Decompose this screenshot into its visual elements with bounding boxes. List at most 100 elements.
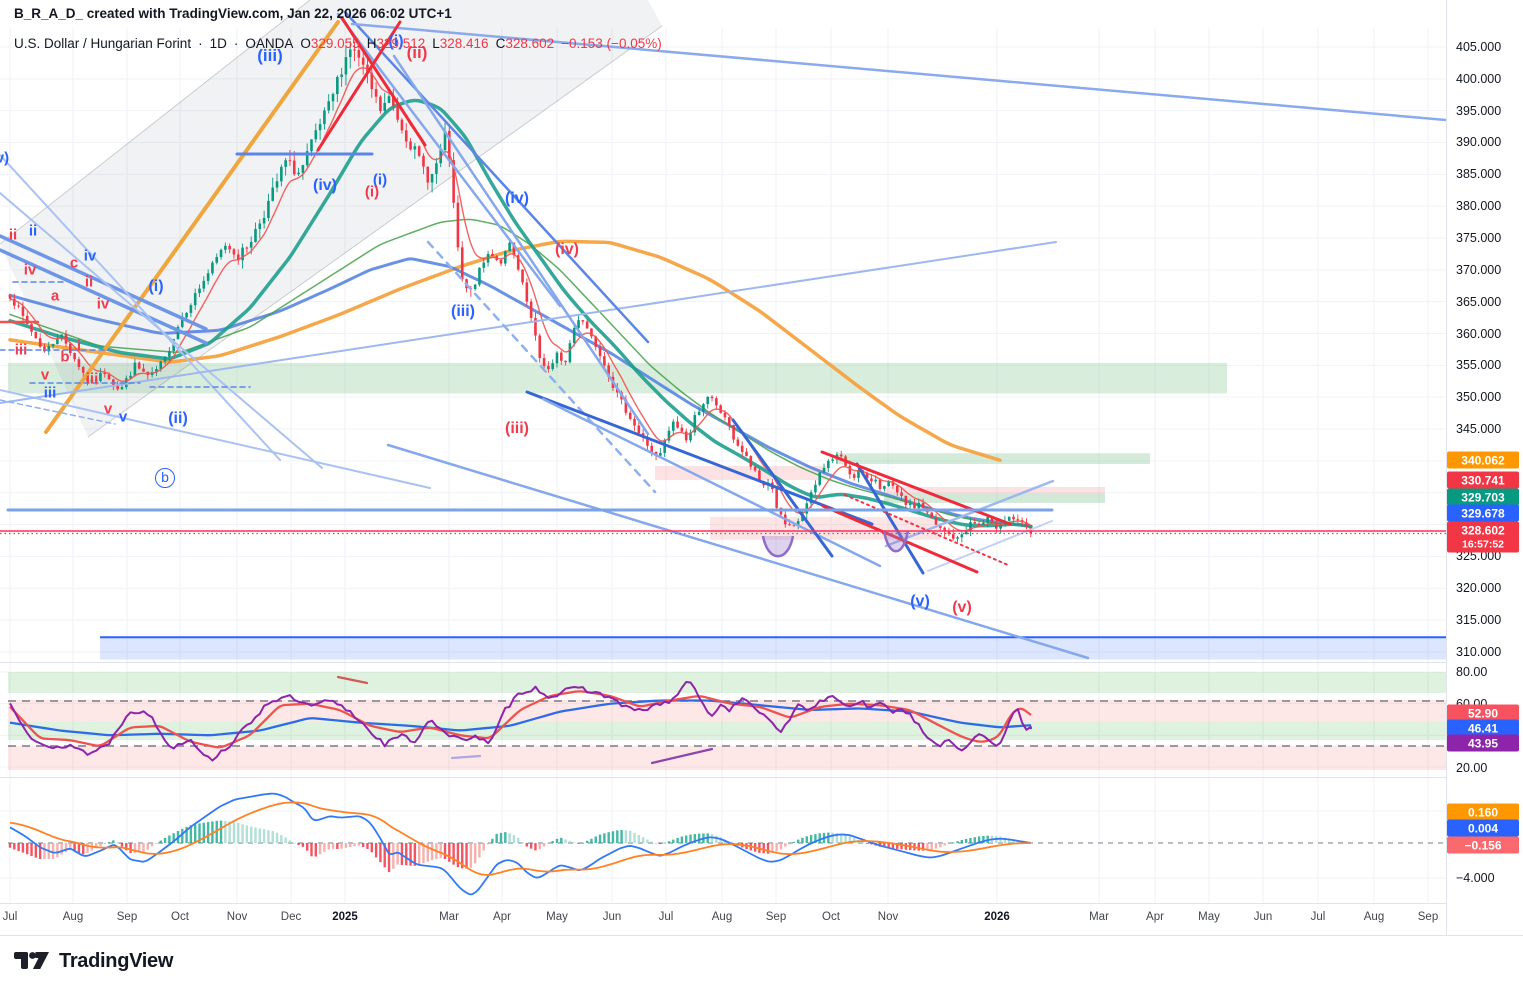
- interval-label[interactable]: 1D: [209, 36, 227, 51]
- tradingview-branding[interactable]: TradingView: [14, 950, 173, 973]
- price-axis-label: 320.000: [1456, 581, 1502, 595]
- wave-label: iii: [43, 384, 57, 402]
- wave-label: (iii): [451, 303, 475, 320]
- time-axis-label[interactable]: May: [546, 911, 568, 923]
- wave-label: i: [76, 337, 82, 355]
- wave-arcs-layer: [761, 530, 910, 558]
- time-axis-label[interactable]: Jul: [1310, 911, 1326, 923]
- time-axis-label[interactable]: Jun: [1253, 911, 1273, 923]
- ohlc-values: O329.055 H329.512 L328.416 C328.602: [300, 36, 554, 51]
- price-axis-label: 375.000: [1456, 231, 1502, 245]
- time-axis-label[interactable]: Apr: [493, 911, 511, 923]
- ohlc-o: O329.055: [300, 36, 360, 51]
- time-axis-label[interactable]: Apr: [1146, 911, 1164, 923]
- wave-label: (iv): [505, 190, 529, 207]
- time-axis-label[interactable]: Aug: [1363, 911, 1385, 923]
- time-axis-label[interactable]: 2025: [332, 911, 358, 923]
- time-axis-label[interactable]: Sep: [765, 911, 787, 923]
- time-axis-label[interactable]: Jul: [658, 911, 674, 923]
- price-lines-layer: [0, 530, 1446, 535]
- time-axis-label[interactable]: Nov: [877, 911, 899, 923]
- ohlc-h: H329.512: [366, 36, 426, 51]
- price-axis-label: 395.000: [1456, 104, 1502, 118]
- wave-label: v: [103, 400, 113, 418]
- wave-label: a: [50, 287, 60, 305]
- symbol-title[interactable]: U.S. Dollar / Hungarian Forint: [14, 36, 192, 51]
- time-axis-label[interactable]: 2026: [984, 911, 1010, 923]
- wave-label: v: [118, 408, 128, 426]
- wave-label: iii: [14, 341, 28, 359]
- wave-label: (v): [910, 593, 930, 610]
- chart-canvas[interactable]: [0, 0, 1446, 935]
- rsi-axis-label: 80.00: [1456, 665, 1488, 679]
- rsi-axis-badge: 43.95: [1447, 734, 1519, 752]
- wave-label: (ii): [168, 410, 188, 427]
- exchange-label: OANDA: [245, 36, 294, 51]
- price-axis-label: 310.000: [1456, 645, 1502, 659]
- rsi-axis-badge: 52.90: [1447, 704, 1519, 722]
- price-axis-badge: 329.678: [1447, 504, 1519, 522]
- wave-label: iv: [96, 295, 110, 313]
- wave-label: (iii): [505, 420, 529, 437]
- price-axis-badge: 340.062: [1447, 451, 1519, 469]
- time-axis-label[interactable]: Sep: [116, 911, 138, 923]
- wave-label: (i): [364, 183, 380, 201]
- price-axis-label: 360.000: [1456, 327, 1502, 341]
- wave-label: iii: [85, 370, 99, 388]
- symbol-bar[interactable]: U.S. Dollar / Hungarian Forint · 1D · OA…: [14, 36, 662, 51]
- wave-label: (ii): [406, 43, 428, 62]
- macd-axis-label: −4.000: [1456, 871, 1495, 885]
- rsi-layer: [8, 672, 1446, 770]
- tradingview-logo-icon: [14, 951, 49, 969]
- ohlc-l: L328.416: [432, 36, 489, 51]
- separator: ·: [233, 36, 239, 51]
- wave-label-circled: b: [155, 468, 175, 488]
- rsi-axis-label: 20.00: [1456, 761, 1488, 775]
- wave-label: (i): [148, 278, 164, 295]
- price-axis-label: 355.000: [1456, 358, 1502, 372]
- time-axis-label[interactable]: May: [1198, 911, 1220, 923]
- pane-separator: [0, 935, 1523, 936]
- pane-separator[interactable]: [0, 662, 1523, 663]
- wave-label: iv: [23, 261, 37, 279]
- price-axis-label: 325.000: [1456, 549, 1502, 563]
- rsi-axis-badge: 46.41: [1447, 719, 1519, 737]
- price-axis-label: 345.000: [1456, 422, 1502, 436]
- wave-label: (iv): [313, 177, 337, 194]
- macd-axis-badge: 0.160: [1447, 803, 1519, 821]
- trendlines-layer: [0, 10, 1446, 660]
- change-value: −0.153 (−0.05%): [561, 36, 662, 51]
- separator: ·: [198, 36, 203, 51]
- wave-label: c: [69, 254, 79, 272]
- wave-label: v: [40, 366, 50, 384]
- time-axis-label[interactable]: Jul: [2, 911, 18, 923]
- wave-label: b: [60, 348, 70, 366]
- tradingview-logo-text: TradingView: [59, 950, 174, 972]
- price-axis-label: 315.000: [1456, 613, 1502, 627]
- time-axis-label[interactable]: Aug: [711, 911, 733, 923]
- time-axis-label[interactable]: Dec: [280, 911, 302, 923]
- wave-label: (v): [0, 149, 10, 167]
- macd-axis-badge: 0.004: [1447, 819, 1519, 837]
- price-axis-label: 385.000: [1456, 167, 1502, 181]
- time-axis-label[interactable]: Nov: [226, 911, 248, 923]
- price-axis-label: 380.000: [1456, 199, 1502, 213]
- time-axis-label[interactable]: Mar: [439, 911, 459, 923]
- attribution-text: B_R_A_D_ created with TradingView.com, J…: [14, 6, 452, 21]
- wave-label: ii: [28, 222, 38, 240]
- time-axis-label[interactable]: Oct: [171, 911, 189, 923]
- wave-label: (i): [372, 171, 388, 189]
- time-axis-label[interactable]: Mar: [1089, 911, 1109, 923]
- macd-layer: [8, 792, 1446, 896]
- price-axis-label: 400.000: [1456, 72, 1502, 86]
- wave-label: (i): [388, 33, 404, 50]
- time-axis-label[interactable]: Oct: [822, 911, 840, 923]
- time-axis-label[interactable]: Jun: [602, 911, 622, 923]
- time-axis-label[interactable]: Aug: [62, 911, 84, 923]
- pane-separator[interactable]: [0, 777, 1523, 778]
- price-axis-label: 370.000: [1456, 263, 1502, 277]
- price-axis-label: 365.000: [1456, 295, 1502, 309]
- gray-channel-layer: [0, 0, 663, 438]
- time-axis-label[interactable]: Sep: [1417, 911, 1439, 923]
